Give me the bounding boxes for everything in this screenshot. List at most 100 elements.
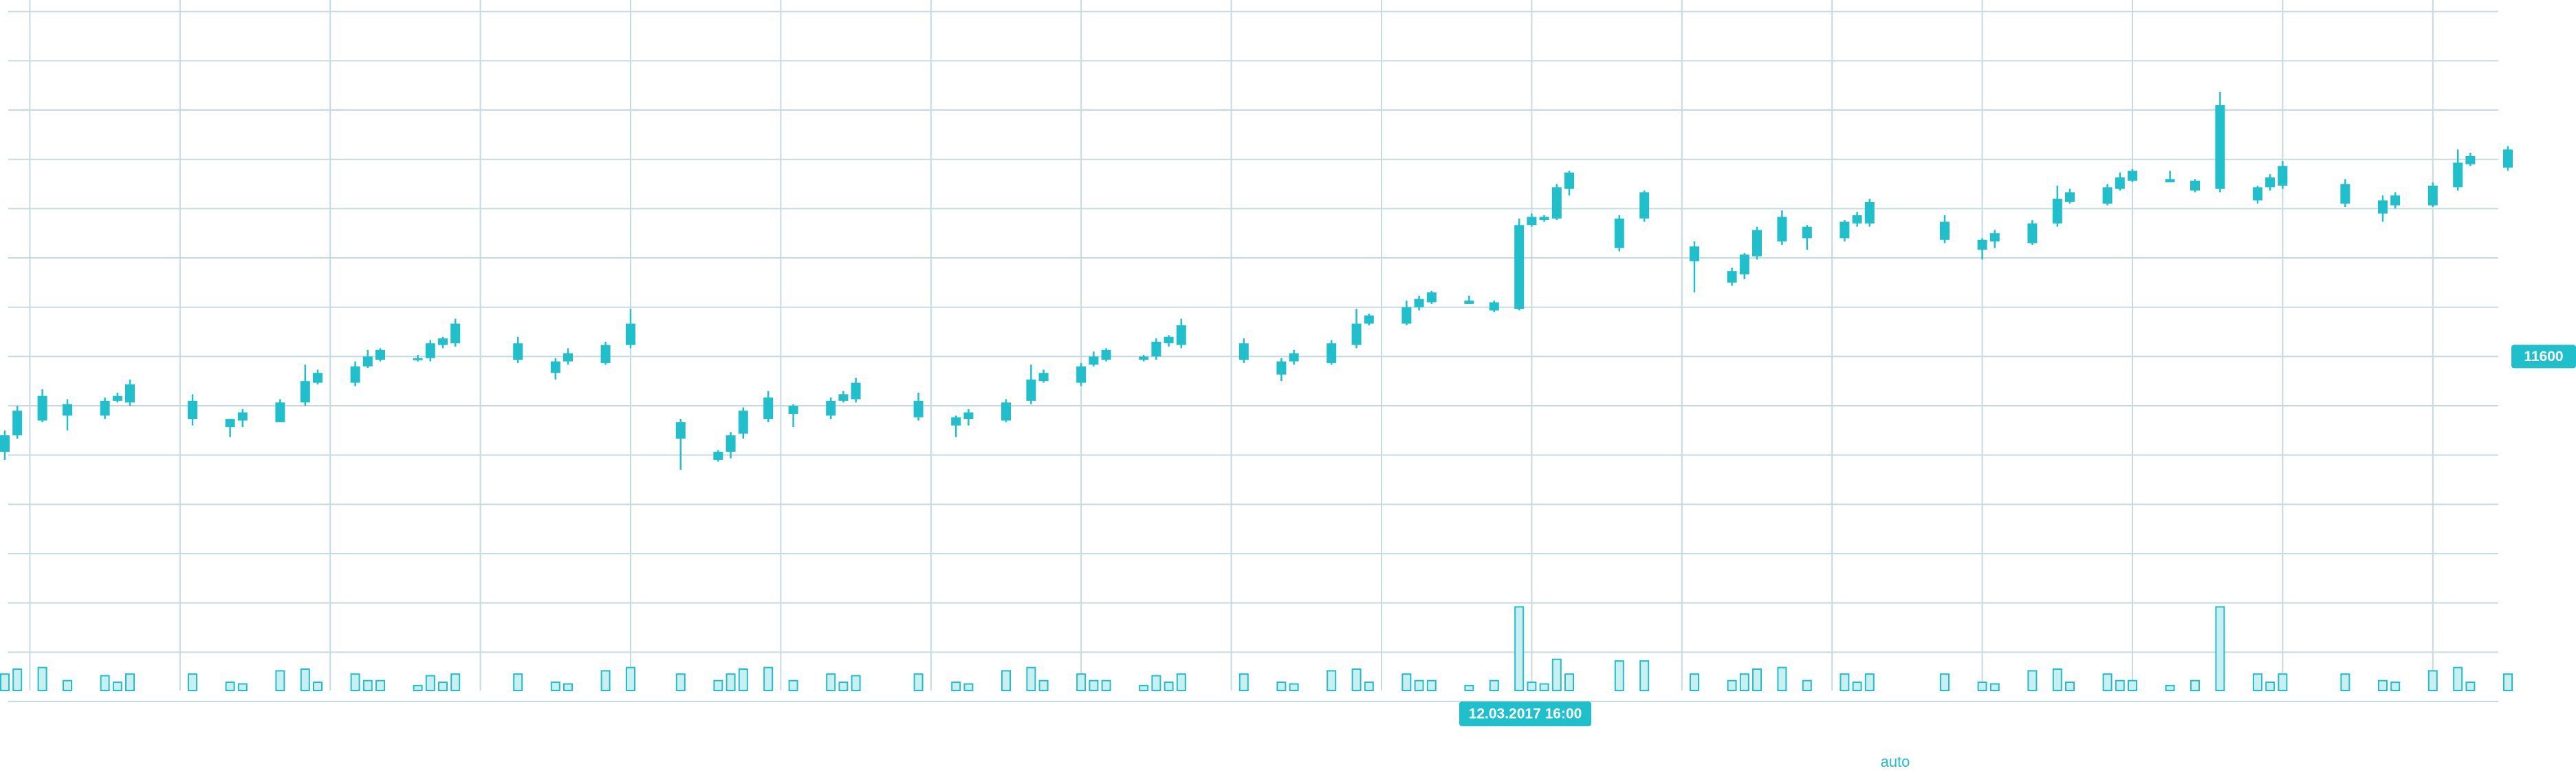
volume-bar [1464, 684, 1474, 691]
volume-bar [600, 670, 611, 692]
volume-bar [550, 682, 560, 691]
candle-body [626, 323, 635, 345]
candle-body [2278, 166, 2288, 186]
candle-body [2052, 199, 2062, 224]
volume-bar [1238, 673, 1249, 692]
volume-bar [1777, 666, 1787, 692]
volume-bar [2340, 673, 2350, 692]
volume-bar [275, 670, 285, 692]
volume-bar [1802, 679, 1812, 692]
volume-bar [100, 675, 110, 691]
candle-body [1026, 379, 1036, 401]
candle-body [1038, 373, 1049, 382]
volume-bar [1940, 673, 1950, 692]
volume-bar [438, 682, 448, 691]
volume-bar [626, 666, 635, 692]
candle-body [375, 349, 385, 360]
volume-bar [112, 682, 122, 691]
volume-bar [63, 679, 72, 692]
candle-body [2102, 187, 2113, 204]
volume-bar [1539, 683, 1549, 692]
candle-body [2427, 185, 2438, 206]
candle-body [1527, 217, 1537, 226]
volume-bar [425, 675, 435, 691]
candle-body [1864, 202, 1875, 224]
candle-body [2165, 179, 2175, 183]
volume-bar [563, 683, 573, 692]
candle-body [37, 395, 47, 421]
candle-body [1840, 221, 1850, 239]
candle-body [1364, 315, 1374, 324]
candle-body [2128, 171, 2137, 181]
volume-bar [2052, 668, 2062, 691]
candle-body [425, 343, 435, 358]
scale-mode: auto [1881, 753, 1910, 770]
volume-bar [2253, 673, 2262, 692]
volume-bar [2027, 670, 2038, 692]
volume-bar [2390, 682, 2401, 691]
volume-bar [1989, 683, 2000, 692]
volume-bar [350, 673, 360, 692]
volume-bar [1551, 658, 1562, 692]
candle-body [350, 366, 360, 383]
candle-body [63, 404, 72, 416]
volume-bar [1151, 675, 1161, 691]
candle-body [1852, 215, 1862, 224]
volume-bar [2465, 682, 2476, 691]
volume-bar [913, 673, 924, 692]
candle-body [1414, 298, 1424, 307]
volume-bar [1139, 684, 1149, 691]
volume-bar [37, 666, 47, 692]
volume-bar [951, 682, 961, 691]
volume-bar [2278, 673, 2288, 692]
volume-bar [12, 668, 23, 691]
volume-bar [1026, 666, 1036, 692]
volume-bar [763, 666, 774, 692]
volume-bar [713, 679, 723, 692]
volume-bar [1414, 679, 1424, 692]
candle-body [1089, 356, 1099, 365]
candle-body [275, 402, 285, 422]
candle-body [2390, 195, 2401, 206]
volume-bar [2065, 682, 2075, 691]
volume-bar [1564, 673, 1574, 692]
volume-bar [1289, 683, 1299, 692]
candle-body [513, 343, 523, 360]
candle-body [313, 373, 323, 383]
volume-bar [2165, 684, 2175, 691]
volume-bar [2190, 679, 2200, 692]
volume-bar [0, 673, 10, 692]
volume-bar [1089, 679, 1099, 692]
volume-bar [300, 668, 310, 691]
volume-bar [362, 679, 373, 692]
candle-body [225, 419, 235, 428]
candle-body [1551, 187, 1562, 219]
volume-bar [963, 683, 974, 692]
volume-bar [237, 683, 248, 692]
candle-body [951, 417, 961, 426]
volume-bar [2102, 673, 2113, 692]
candle-body [2465, 155, 2476, 164]
candle-body [1514, 225, 1525, 309]
time-grid [29, 0, 2434, 690]
volume-bar [1977, 682, 1987, 691]
volume-bar [1164, 682, 1174, 691]
candle-body [550, 361, 560, 373]
candle-body [1164, 336, 1174, 344]
candle-body [1690, 246, 1699, 261]
candle-body [1989, 233, 2000, 242]
candle-body [438, 338, 448, 345]
volume-bar [2265, 682, 2275, 691]
candle-body [0, 435, 10, 452]
candle-body [2378, 200, 2388, 214]
candle-body [1639, 192, 1650, 219]
crosshair-label-box [1459, 701, 1591, 726]
candle-body [1777, 217, 1787, 242]
candle-body [1139, 356, 1149, 360]
candle-body [763, 398, 774, 420]
volume-bar [725, 673, 736, 692]
volume-bar [1489, 679, 1499, 692]
volume-bar [375, 679, 385, 692]
candle-body [188, 400, 197, 420]
